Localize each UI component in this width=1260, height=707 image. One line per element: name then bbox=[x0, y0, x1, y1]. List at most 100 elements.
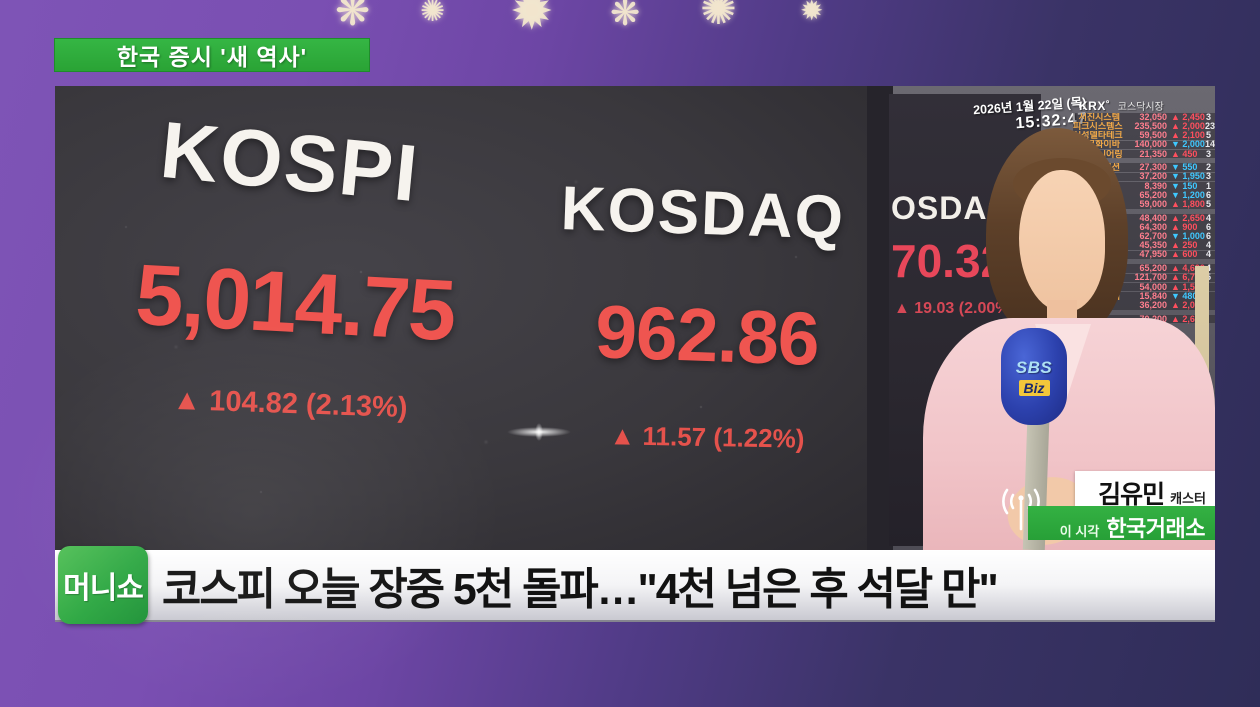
stock-change: ▼ 1,950 bbox=[1171, 171, 1205, 182]
stock-change: ▲ 2,450 bbox=[1171, 111, 1205, 122]
fireworks-icon: ✺ bbox=[700, 0, 737, 34]
stock-edge-digit: 1 bbox=[1205, 180, 1211, 191]
stock-edge-digit: 3 bbox=[1205, 111, 1211, 122]
kospi-label: KOSPI bbox=[156, 104, 424, 219]
stock-name: 피크시스템스 bbox=[1073, 122, 1123, 132]
stock-price: 47,950 bbox=[1139, 249, 1167, 260]
fireworks-icon: ✹ bbox=[510, 0, 554, 41]
stock-edge-digit: 4 bbox=[1205, 249, 1211, 260]
board-row: 65,200 ▼ 1,200 6 bbox=[1073, 189, 1215, 200]
stock-price: 62,700 bbox=[1139, 231, 1167, 242]
stock-edge-digit: 6 bbox=[1205, 231, 1211, 242]
stock-change: ▲ 600 bbox=[1171, 249, 1198, 260]
board-row: 59,000 ▲ 1,800 5 bbox=[1073, 200, 1215, 209]
stock-edge-digit: 5 bbox=[1205, 130, 1211, 141]
headline-text: 코스피 오늘 장중 5천 돌파…"4천 넘은 후 석달 만" bbox=[162, 565, 999, 614]
stock-edge-digit: 6 bbox=[1205, 189, 1211, 200]
index-graphic-panel: KOSPI 5,014.75 ▲ 104.82 (2.13%) KOSDAQ 9… bbox=[55, 86, 867, 550]
sparkles bbox=[55, 86, 57, 88]
reporter-role: 캐스터 bbox=[1170, 491, 1206, 506]
stock-change: ▲ 1,800 bbox=[1171, 199, 1205, 210]
stock-change: ▲ 6,700 bbox=[1171, 272, 1205, 283]
stock-change: ▲ 2,000 bbox=[1171, 121, 1205, 132]
location-place: 한국거래소 bbox=[1106, 516, 1205, 541]
top-banner: 한국 증시 '새 역사' bbox=[54, 38, 370, 72]
stock-change: ▲ 1,500 bbox=[1171, 281, 1205, 292]
board-row: 8,390 ▼ 150 1 bbox=[1073, 180, 1215, 191]
stock-edge-digit: 23 bbox=[1205, 121, 1215, 132]
stock-price: 64,300 bbox=[1139, 221, 1167, 232]
reporter-name-tag: 김유민 캐스터 bbox=[1075, 471, 1215, 509]
stock-price: 21,350 bbox=[1139, 148, 1167, 159]
hall-kosdaq-change: ▲ 19.03 (2.00%) bbox=[894, 300, 1015, 317]
board-row: 64,300 ▲ 900 6 bbox=[1073, 221, 1215, 232]
stock-change: ▼ 480 bbox=[1171, 290, 1198, 301]
board-row: 37,200 ▼ 1,950 3 bbox=[1073, 171, 1215, 182]
stock-price: 65,200 bbox=[1139, 263, 1167, 274]
stock-edge-digit: 5 bbox=[1205, 199, 1211, 210]
video-frame: KOSPI 5,014.75 ▲ 104.82 (2.13%) KOSDAQ 9… bbox=[55, 86, 1215, 550]
reporter-name: 김유민 bbox=[1098, 481, 1165, 509]
stock-price: 140,000 bbox=[1134, 139, 1167, 150]
live-shot: OSDAQ 70.32 ▲ 19.03 (2.00%) 2026년 1월 22일… bbox=[867, 86, 1215, 550]
board-row: 48,400 ▲ 2,650 4 bbox=[1073, 212, 1215, 223]
stock-change: ▲ 250 bbox=[1171, 240, 1198, 251]
stock-price: 65,200 bbox=[1139, 189, 1167, 200]
board-row: 에코화이바 140,000 ▼ 2,000 14 bbox=[1073, 139, 1215, 150]
board-row: 36,200 ▲ 2,000 bbox=[1073, 300, 1215, 310]
stock-price: 15,840 bbox=[1139, 290, 1167, 301]
stock-price: 121,700 bbox=[1134, 272, 1167, 283]
kosdaq-label: KOSDAQ bbox=[559, 174, 847, 253]
stock-edge-digit: 14 bbox=[1205, 139, 1215, 150]
stock-edge-digit: 3 bbox=[1205, 148, 1211, 159]
stock-change: ▲ 4,600 bbox=[1171, 263, 1205, 274]
stock-price: 27,300 bbox=[1139, 162, 1167, 173]
stock-change: ▼ 150 bbox=[1171, 180, 1198, 191]
stock-price: 59,000 bbox=[1139, 199, 1167, 210]
stock-name: 에코화이바 bbox=[1078, 140, 1120, 150]
kospi-value: 5,014.75 bbox=[133, 246, 457, 360]
stock-edge-digit: 4 bbox=[1205, 240, 1211, 251]
board-header: KRX˚ 코스닥시장 bbox=[1079, 97, 1164, 115]
stock-price: 32,050 bbox=[1139, 111, 1167, 122]
stock-price: 235,500 bbox=[1134, 121, 1167, 132]
stock-change: ▲ 2,100 bbox=[1171, 130, 1205, 141]
stock-change: ▲ 450 bbox=[1171, 148, 1198, 159]
stock-price: 54,000 bbox=[1139, 281, 1167, 292]
fireworks-icon: ❋ bbox=[610, 0, 641, 33]
mic-biz-label: Biz bbox=[1018, 379, 1050, 396]
stock-price: 8,390 bbox=[1144, 180, 1167, 191]
stock-change: ▼ 1,000 bbox=[1171, 231, 1205, 242]
board-row: 피크시스템스 235,500 ▲ 2,000 23 bbox=[1073, 122, 1215, 131]
stock-change: ▲ 2,600 bbox=[1171, 313, 1205, 324]
stock-change: ▼ 550 bbox=[1171, 162, 1198, 173]
panel-edge bbox=[867, 86, 893, 550]
location-prefix: 이 시각 bbox=[1059, 524, 1100, 539]
fireworks-icon: ❋ bbox=[335, 0, 371, 34]
kospi-change: ▲ 104.82 (2.13%) bbox=[171, 383, 409, 425]
stock-change: ▼ 1,200 bbox=[1171, 189, 1205, 200]
stock-change: ▲ 900 bbox=[1171, 221, 1198, 232]
stock-price: 37,200 bbox=[1139, 171, 1167, 182]
show-logo: 머니쇼 bbox=[58, 546, 148, 624]
stock-edge-digit: 2 bbox=[1205, 162, 1211, 173]
stock-price: 59,500 bbox=[1139, 130, 1167, 141]
board-row: 신성델타테크 59,500 ▲ 2,100 5 bbox=[1073, 130, 1215, 141]
stock-price: 45,350 bbox=[1139, 240, 1167, 251]
top-banner-text: 한국 증시 '새 역사' bbox=[116, 44, 308, 70]
location-tag: 이 시각 한국거래소 bbox=[1028, 506, 1215, 541]
kosdaq-change: ▲ 11.57 (1.22%) bbox=[609, 420, 805, 454]
stock-edge-digit: 3 bbox=[1205, 171, 1211, 182]
krx-logo: KRX˚ bbox=[1079, 99, 1111, 113]
stock-edge-digit: 4 bbox=[1205, 212, 1211, 223]
stock-change: ▲ 2,650 bbox=[1171, 212, 1205, 223]
headline-bar: 머니쇼 코스피 오늘 장중 5천 돌파…"4천 넘은 후 석달 만" bbox=[55, 546, 1215, 624]
fireworks-icon: ✺ bbox=[420, 0, 446, 28]
lens-flare bbox=[507, 423, 571, 441]
stock-name: 서진시스템 bbox=[1078, 112, 1120, 122]
board-row: 서진시스템 32,050 ▲ 2,450 3 bbox=[1073, 111, 1215, 122]
stock-price: 48,400 bbox=[1139, 212, 1167, 223]
sbs-biz-microphone: SBS Biz bbox=[1001, 328, 1067, 425]
market-name: 코스닥시장 bbox=[1117, 102, 1164, 113]
